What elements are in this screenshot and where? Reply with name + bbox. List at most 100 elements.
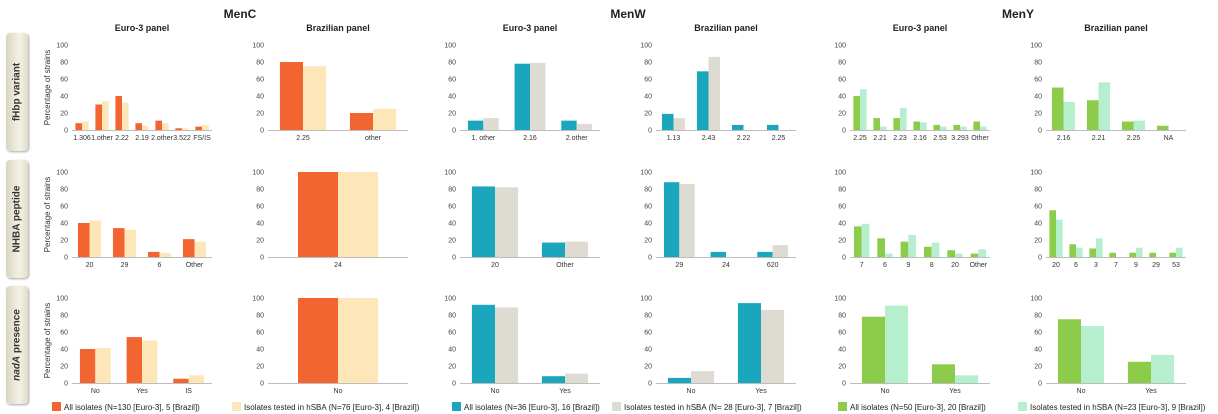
y-tick-label: 60 bbox=[1034, 77, 1042, 84]
y-tick-label: 60 bbox=[448, 330, 456, 337]
bar bbox=[893, 118, 900, 130]
bar bbox=[77, 223, 90, 257]
y-tick-label: 80 bbox=[838, 313, 846, 320]
bar bbox=[880, 126, 887, 130]
y-tick-label: 100 bbox=[56, 170, 68, 177]
bar bbox=[202, 124, 209, 130]
legend-label: All isolates (N=50 [Euro-3], 20 [Brazil]… bbox=[850, 403, 986, 412]
x-tick-label: No bbox=[91, 388, 100, 395]
bar bbox=[873, 118, 880, 130]
y-tick-label: 80 bbox=[644, 60, 652, 67]
y-tick-label: 0 bbox=[1038, 255, 1042, 262]
bar bbox=[679, 183, 695, 257]
bar bbox=[95, 104, 102, 130]
y-tick-label: 80 bbox=[60, 313, 68, 320]
bar bbox=[696, 71, 709, 130]
bar bbox=[1076, 247, 1083, 257]
bar bbox=[1098, 82, 1111, 130]
bar bbox=[1081, 326, 1105, 383]
x-tick-label: 24 bbox=[722, 262, 730, 269]
y-tick-label: 100 bbox=[1030, 43, 1042, 50]
y-tick-label: 40 bbox=[1034, 221, 1042, 228]
bar bbox=[978, 249, 987, 257]
bar bbox=[908, 234, 917, 257]
y-tick-label: 0 bbox=[64, 255, 68, 262]
bar bbox=[159, 252, 172, 257]
y-tick-label: 0 bbox=[260, 381, 264, 388]
bar bbox=[931, 242, 940, 257]
bar bbox=[861, 223, 870, 257]
x-tick-label: 1.306 bbox=[73, 135, 91, 142]
bar bbox=[1136, 247, 1143, 257]
bar bbox=[82, 121, 89, 130]
bar bbox=[955, 253, 963, 257]
x-tick-label: 29 bbox=[1152, 262, 1160, 269]
y-tick-label: 60 bbox=[1034, 330, 1042, 337]
x-tick-label: 2.25 bbox=[772, 135, 786, 142]
y-tick-label: 20 bbox=[1034, 238, 1042, 245]
x-tick-label: 2.16 bbox=[523, 135, 537, 142]
bar bbox=[1109, 252, 1116, 257]
bar bbox=[766, 124, 779, 130]
x-tick-label: 3.522 bbox=[173, 135, 191, 142]
y-tick-label: 20 bbox=[838, 364, 846, 371]
x-tick-label: NA bbox=[1164, 135, 1174, 142]
bar bbox=[349, 113, 373, 130]
x-tick-label: 2.53 bbox=[933, 135, 947, 142]
bar bbox=[182, 239, 195, 257]
x-tick-label: 20 bbox=[1052, 262, 1060, 269]
row-tab-nhba: NHBA peptide bbox=[6, 160, 28, 278]
bar bbox=[772, 245, 789, 257]
y-tick-label: 80 bbox=[1034, 313, 1042, 320]
y-tick-label: 60 bbox=[838, 330, 846, 337]
y-tick-label: 100 bbox=[834, 296, 846, 303]
bar bbox=[115, 96, 122, 130]
bar bbox=[467, 120, 484, 130]
bar bbox=[471, 186, 495, 257]
y-tick-label: 80 bbox=[448, 313, 456, 320]
y-axis-title: Percentage of strains bbox=[43, 50, 52, 126]
x-tick-label: 2.43 bbox=[702, 135, 716, 142]
bar bbox=[112, 228, 125, 257]
bar bbox=[853, 96, 860, 130]
y-tick-label: 100 bbox=[834, 170, 846, 177]
bar bbox=[126, 337, 142, 383]
y-tick-label: 100 bbox=[640, 296, 652, 303]
legend-swatch bbox=[612, 402, 621, 411]
y-tick-label: 20 bbox=[1034, 111, 1042, 118]
x-tick-label: 3 bbox=[1094, 262, 1098, 269]
bar bbox=[298, 172, 338, 257]
y-tick-label: 0 bbox=[648, 381, 652, 388]
y-tick-label: 60 bbox=[256, 330, 264, 337]
x-tick-label: 2.23 bbox=[893, 135, 907, 142]
bar bbox=[565, 373, 589, 383]
y-tick-label: 40 bbox=[838, 221, 846, 228]
bar bbox=[135, 123, 142, 130]
y-tick-label: 40 bbox=[1034, 94, 1042, 101]
legend-label: Isolates tested in hSBA (N=23 [Euro-3], … bbox=[1030, 403, 1206, 412]
bar bbox=[920, 122, 927, 130]
x-tick-label: 7 bbox=[860, 262, 864, 269]
y-tick-label: 40 bbox=[448, 221, 456, 228]
y-tick-label: 60 bbox=[448, 204, 456, 211]
bar bbox=[1121, 121, 1134, 130]
x-tick-label: FS/IS bbox=[193, 135, 211, 142]
y-tick-label: 40 bbox=[60, 221, 68, 228]
group-title-menc: MenC bbox=[224, 7, 257, 21]
y-tick-label: 60 bbox=[60, 77, 68, 84]
x-tick-label: 6 bbox=[158, 262, 162, 269]
bar bbox=[960, 126, 967, 130]
bar bbox=[667, 377, 691, 383]
bar bbox=[188, 375, 205, 383]
bar bbox=[1176, 247, 1183, 257]
y-tick-label: 20 bbox=[256, 238, 264, 245]
y-tick-label: 60 bbox=[1034, 204, 1042, 211]
x-tick-label: 1.13 bbox=[667, 135, 681, 142]
bar bbox=[1127, 361, 1151, 383]
y-tick-label: 20 bbox=[60, 111, 68, 118]
bar bbox=[194, 241, 207, 257]
x-tick-label: Other bbox=[970, 262, 988, 269]
y-tick-label: 80 bbox=[60, 187, 68, 194]
legend-label: Isolates tested in hSBA (N=76 [Euro-3], … bbox=[244, 403, 420, 412]
